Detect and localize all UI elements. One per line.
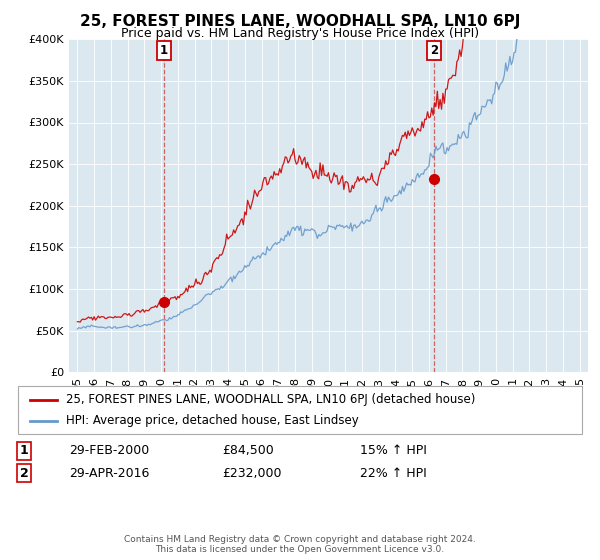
Text: 29-APR-2016: 29-APR-2016 bbox=[69, 466, 149, 480]
Text: 2: 2 bbox=[20, 466, 28, 480]
Text: Contains HM Land Registry data © Crown copyright and database right 2024.
This d: Contains HM Land Registry data © Crown c… bbox=[124, 535, 476, 554]
Text: 15% ↑ HPI: 15% ↑ HPI bbox=[360, 444, 427, 458]
Text: 1: 1 bbox=[160, 44, 168, 57]
Text: £232,000: £232,000 bbox=[222, 466, 281, 480]
Text: 2: 2 bbox=[430, 44, 439, 57]
Text: 25, FOREST PINES LANE, WOODHALL SPA, LN10 6PJ (detached house): 25, FOREST PINES LANE, WOODHALL SPA, LN1… bbox=[66, 393, 475, 406]
Text: 29-FEB-2000: 29-FEB-2000 bbox=[69, 444, 149, 458]
Text: 25, FOREST PINES LANE, WOODHALL SPA, LN10 6PJ: 25, FOREST PINES LANE, WOODHALL SPA, LN1… bbox=[80, 14, 520, 29]
Text: HPI: Average price, detached house, East Lindsey: HPI: Average price, detached house, East… bbox=[66, 414, 359, 427]
Text: 1: 1 bbox=[20, 444, 28, 458]
Text: Price paid vs. HM Land Registry's House Price Index (HPI): Price paid vs. HM Land Registry's House … bbox=[121, 27, 479, 40]
Text: 22% ↑ HPI: 22% ↑ HPI bbox=[360, 466, 427, 480]
Text: £84,500: £84,500 bbox=[222, 444, 274, 458]
